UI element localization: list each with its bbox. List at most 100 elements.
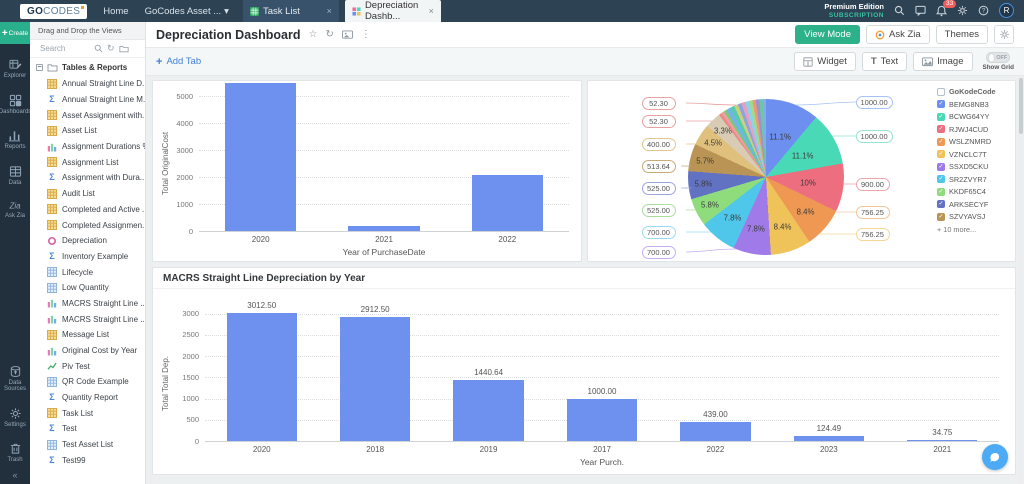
themes-button[interactable]: Themes xyxy=(935,25,988,44)
show-grid-toggle[interactable]: OFF Show Grid xyxy=(983,52,1014,71)
help-icon[interactable]: ? xyxy=(978,5,989,16)
list-item-view[interactable]: MACRS Straight Line ... xyxy=(30,311,145,327)
search-input[interactable] xyxy=(38,43,90,54)
create-button[interactable]: + Create xyxy=(0,22,30,44)
bar-2019[interactable] xyxy=(453,379,524,441)
list-item-view[interactable]: Σ Test99 xyxy=(30,453,145,469)
legend-item[interactable]: ✓ RJWJ4CUD xyxy=(937,124,989,134)
rail-item-dashboards[interactable]: Dashboards xyxy=(0,94,31,116)
legend-item[interactable]: ✓ BCWG64YY xyxy=(937,112,990,121)
bar-2020[interactable] xyxy=(224,83,297,231)
list-item-view[interactable]: Message List xyxy=(30,327,145,343)
main-scrollbar[interactable] xyxy=(1018,76,1024,484)
legend-more-link[interactable]: + 10 more... xyxy=(937,224,977,234)
checkbox-icon[interactable]: ✓ xyxy=(937,175,945,183)
zia-chat-button[interactable] xyxy=(982,444,1008,470)
bar-2020[interactable] xyxy=(226,312,297,441)
list-item-view[interactable]: Assignment List xyxy=(30,154,145,170)
favorite-star-icon[interactable]: ☆ xyxy=(308,29,318,40)
nav-home[interactable]: Home xyxy=(103,5,129,17)
rail-item-settings[interactable]: Settings xyxy=(4,407,26,429)
more-options-kebab-icon[interactable]: ⋮ xyxy=(360,29,371,40)
bar-2022[interactable] xyxy=(680,422,751,441)
nav-workspace-menu[interactable]: GoCodes Asset ... ▾ xyxy=(144,5,229,17)
rail-item-reports[interactable]: Reports xyxy=(4,129,26,151)
collapse-rail-icon[interactable]: « xyxy=(12,470,18,480)
search-icon[interactable] xyxy=(94,44,103,53)
checkbox-icon[interactable]: ✓ xyxy=(937,125,945,133)
feedback-icon[interactable] xyxy=(915,5,926,17)
bar-2021[interactable] xyxy=(348,225,420,231)
rail-item-data-sources[interactable]: Data Sources xyxy=(0,365,30,393)
legend-item[interactable]: ✓ ARKSECYF xyxy=(937,199,989,209)
legend-header[interactable]: GoKodeCode xyxy=(937,87,1009,96)
add-tab-button[interactable]: + Add Tab xyxy=(156,55,202,68)
list-item-view[interactable]: Depreciation xyxy=(30,233,145,249)
tab-depreciation-dashboard[interactable]: Depreciation Dashb... × xyxy=(344,0,441,22)
list-item-view[interactable]: Completed and Active ... xyxy=(30,202,145,218)
list-item-view[interactable]: Asset Assignment with... xyxy=(30,107,145,123)
list-item-view[interactable]: MACRS Straight Line ... xyxy=(30,296,145,312)
bar-2021[interactable] xyxy=(907,439,978,441)
legend-item[interactable]: ✓ SR2ZVYR7 xyxy=(937,174,987,184)
close-icon[interactable]: × xyxy=(428,6,434,16)
list-item-view[interactable]: Test Asset List xyxy=(30,437,145,453)
list-item-view[interactable]: Σ Annual Straight Line M... xyxy=(30,92,145,108)
settings-gear-icon[interactable] xyxy=(957,5,968,16)
legend-item[interactable]: ✓ VZNCLC7T xyxy=(937,149,987,159)
gocodes-logo[interactable]: GO CODES xyxy=(20,3,88,19)
search-icon[interactable] xyxy=(894,5,905,16)
bar-2022[interactable] xyxy=(471,175,544,231)
ask-zia-button[interactable]: Ask Zia xyxy=(865,25,930,44)
list-item-view[interactable]: Piv Test xyxy=(30,358,145,374)
bar-2018[interactable] xyxy=(339,317,411,441)
tree-root-tables-reports[interactable]: − Tables & Reports xyxy=(36,63,128,72)
legend-item[interactable]: ✓ SSXD5CKU xyxy=(937,162,989,171)
legend-item[interactable]: ✓ WSLZNMRD xyxy=(937,137,992,146)
list-item-view[interactable]: Σ Quantity Report xyxy=(30,390,145,406)
rail-item-data[interactable]: Data xyxy=(9,165,22,187)
tab-task-list[interactable]: Task List × xyxy=(242,0,339,22)
dashboard-settings-button[interactable] xyxy=(994,25,1014,44)
refresh-icon[interactable]: ↻ xyxy=(107,43,115,53)
bar-2017[interactable] xyxy=(566,398,638,441)
checkbox-icon[interactable]: ✓ xyxy=(937,137,945,146)
list-item-view[interactable]: Lifecycle xyxy=(30,264,145,280)
refresh-icon[interactable]: ↻ xyxy=(325,29,334,40)
checkbox-icon[interactable]: ✓ xyxy=(937,162,945,171)
list-item-view[interactable]: Asset List xyxy=(30,123,145,139)
legend-item[interactable]: ✓ BEMG8NB3 xyxy=(937,99,989,109)
legend-item[interactable]: ✓ KKDF65C4 xyxy=(937,187,986,196)
checkbox-icon[interactable]: ✓ xyxy=(937,112,945,121)
add-image-button[interactable]: Image xyxy=(913,52,973,71)
list-item-view[interactable]: Completed Assignmen... xyxy=(30,217,145,233)
rail-item-explorer[interactable]: Explorer xyxy=(4,58,26,80)
legend-item[interactable]: ✓ SZVYAVSJ xyxy=(937,212,986,221)
checkbox-icon[interactable]: ✓ xyxy=(937,150,945,158)
list-item-view[interactable]: Annual Straight Line D... xyxy=(30,76,145,92)
checkbox-icon[interactable]: ✓ xyxy=(937,187,945,196)
list-item-view[interactable]: Original Cost by Year xyxy=(30,343,145,359)
list-item-view[interactable]: Assignment Durations % xyxy=(30,139,145,155)
list-item-view[interactable]: QR Code Example xyxy=(30,374,145,390)
close-icon[interactable]: × xyxy=(326,6,332,16)
rail-item-trash[interactable]: Trash xyxy=(7,442,23,464)
add-widget-button[interactable]: Widget xyxy=(794,52,856,71)
bar-2023[interactable] xyxy=(793,435,864,441)
list-item-view[interactable]: Low Quantity xyxy=(30,280,145,296)
checkbox-icon[interactable]: ✓ xyxy=(937,100,945,108)
checkbox-icon[interactable]: ✓ xyxy=(937,200,945,208)
subscription-link[interactable]: Premium Edition SUBSCRIPTION xyxy=(824,2,884,19)
pie-chart[interactable] xyxy=(687,99,844,255)
view-mode-button[interactable]: View Mode xyxy=(795,25,860,44)
list-item-view[interactable]: Σ Test xyxy=(30,421,145,437)
checkbox-icon[interactable] xyxy=(937,87,945,96)
notifications-bell-icon[interactable]: 33 xyxy=(936,0,957,17)
folder-icon[interactable] xyxy=(118,44,129,53)
user-avatar[interactable]: R xyxy=(999,3,1014,19)
rail-item-ask-zia[interactable]: Zia Ask Zia xyxy=(4,201,25,220)
add-text-button[interactable]: T Text xyxy=(861,52,908,71)
collapse-node-icon[interactable]: − xyxy=(36,64,43,71)
list-item-view[interactable]: Audit List xyxy=(30,186,145,202)
list-item-view[interactable]: Σ Assignment with Dura... xyxy=(30,170,145,186)
